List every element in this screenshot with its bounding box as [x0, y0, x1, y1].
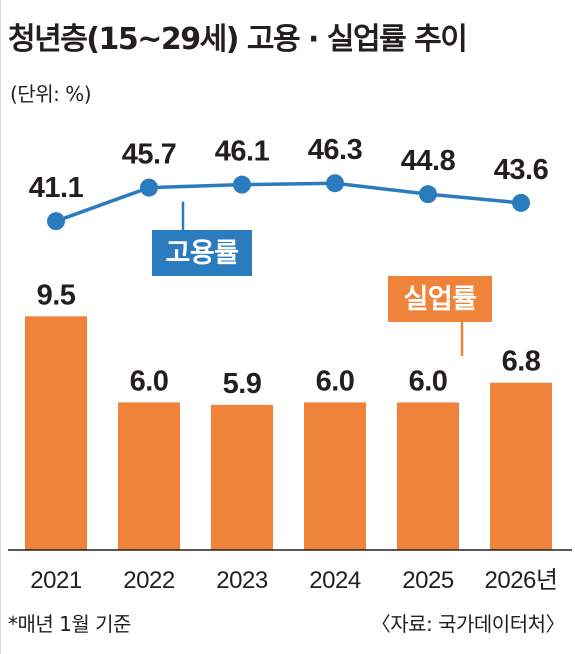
x-tick-label-2021: 2021: [30, 567, 82, 594]
line-point-2022: [140, 178, 158, 197]
line-point-2023: [233, 175, 251, 194]
x-tick-label-2025: 2025: [402, 567, 454, 594]
employment-rate-line: [55, 181, 522, 223]
unit-label: (단위: %): [10, 82, 92, 106]
x-tick-label-2022: 2022: [123, 567, 175, 594]
line-point-2025: [419, 185, 437, 204]
bar-2021: [25, 316, 87, 550]
bar-value-label-2024: 6.0: [316, 365, 355, 397]
bar-2025: [397, 402, 459, 550]
line-value-label-2022: 45.7: [122, 139, 176, 171]
bar-value-label-2021: 9.5: [37, 279, 76, 311]
line-point-2026년: [512, 193, 530, 212]
line-value-label-2026년: 43.6: [494, 154, 549, 186]
line-value-label-2025: 44.8: [401, 145, 456, 177]
line-value-label-2023: 46.1: [215, 136, 270, 168]
legend-box-unemployment: [388, 276, 492, 322]
line-point-2024: [326, 174, 344, 193]
x-tick-label-2024: 2024: [309, 567, 361, 594]
x-tick-label-2026년: 2026년: [485, 567, 558, 594]
legend-box-employment: [152, 230, 252, 276]
bar-value-label-2025: 6.0: [409, 365, 448, 397]
line-value-label-2024: 46.3: [308, 134, 363, 166]
bar-2023: [211, 404, 273, 550]
bar-value-label-2023: 5.9: [223, 368, 262, 400]
x-tick-label-2023: 2023: [216, 567, 268, 594]
source-note: 〈자료: 국가데이터처〉: [370, 612, 566, 636]
legend-label-employment: 고용률: [165, 238, 238, 268]
line-point-2021: [47, 212, 65, 231]
bar-value-label-2026년: 6.8: [502, 346, 541, 378]
legend-label-unemployment: 실업률: [403, 284, 476, 314]
bar-value-label-2022: 6.0: [130, 365, 169, 397]
bar-2026년: [490, 382, 552, 550]
line-value-label-2021: 41.1: [29, 172, 84, 204]
chart-title: 청년층(15~29세) 고용 · 실업률 추이: [8, 22, 468, 57]
footnote: *매년 1월 기준: [8, 612, 131, 636]
bar-2022: [118, 402, 180, 550]
bar-2024: [304, 402, 366, 550]
